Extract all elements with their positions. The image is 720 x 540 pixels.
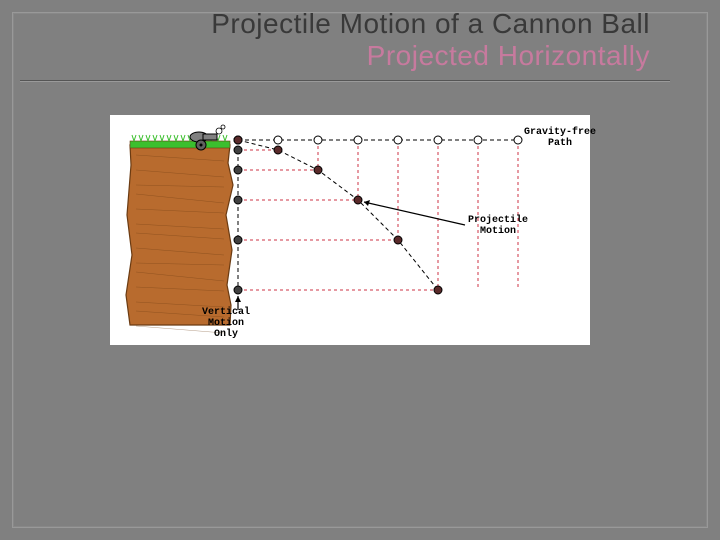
title-underline [20,80,670,81]
title-line1: Projectile Motion of a Cannon Ball [60,8,650,40]
label-vertical: Vertical Motion Only [202,307,250,340]
title-line2: Projected Horizontally [60,40,650,72]
label-gravity-free: Gravity-free Path [524,127,596,149]
title-block: Projectile Motion of a Cannon Ball Proje… [60,8,700,72]
diagram: Gravity-free Path Projectile Motion Vert… [110,115,590,345]
label-projectile: Projectile Motion [468,215,528,237]
